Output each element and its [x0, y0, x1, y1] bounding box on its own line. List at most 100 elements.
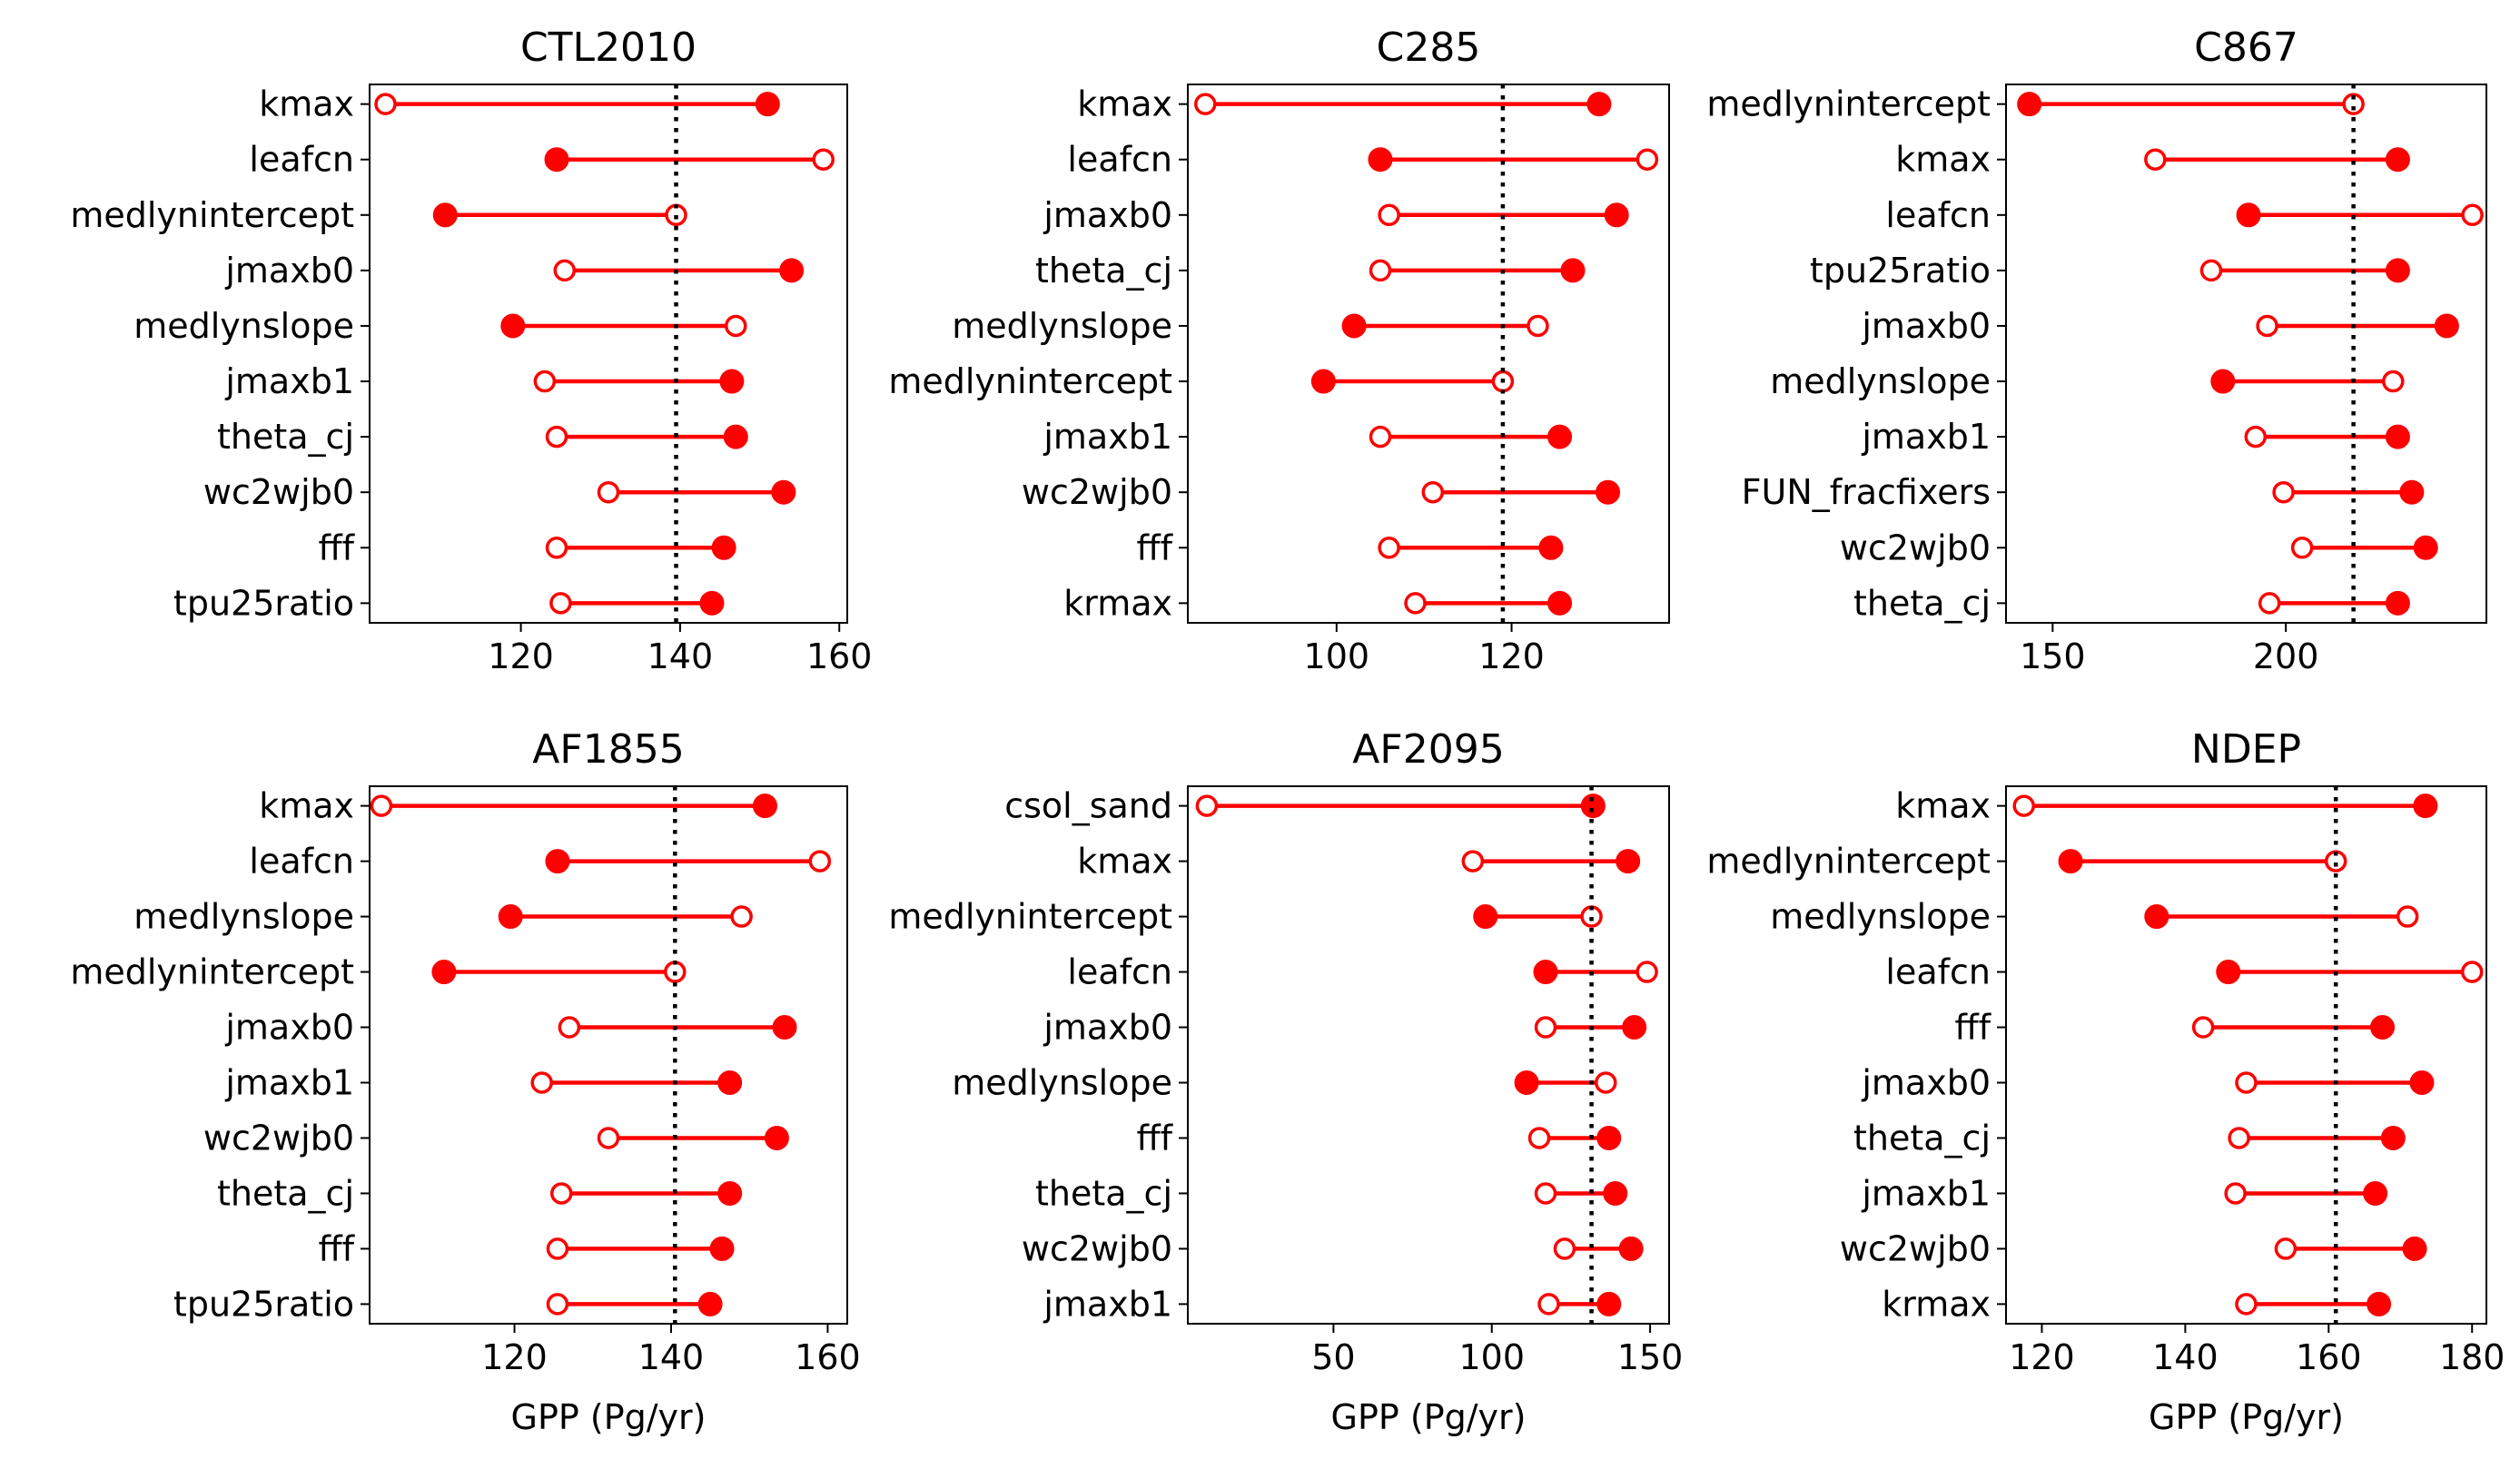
filled-marker [2402, 1236, 2427, 1261]
y-tick-label: wc2wjb0 [1022, 1228, 1172, 1268]
x-tick-label: 150 [2020, 636, 2086, 676]
y-tick-label: fff [1136, 1118, 1173, 1158]
filled-marker [697, 1291, 723, 1316]
x-axis-label: GPP (Pg/yr) [511, 1397, 707, 1437]
y-tick-label: jmaxb1 [1043, 1284, 1172, 1324]
filled-marker [764, 1125, 789, 1150]
y-tick-label: medlynintercept [888, 361, 1172, 401]
filled-marker [2409, 1070, 2435, 1095]
filled-marker [717, 1180, 743, 1206]
filled-marker [2363, 1180, 2388, 1206]
filled-marker [432, 202, 458, 228]
y-tick-label: theta_cj [217, 417, 354, 457]
open-marker [558, 1016, 581, 1039]
filled-marker [2385, 590, 2410, 616]
filled-marker [1616, 849, 1641, 874]
y-tick-label: jmaxb0 [1861, 306, 1991, 346]
y-tick-label: medlynslope [133, 306, 354, 346]
filled-marker [2216, 960, 2241, 985]
open-marker [1369, 425, 1392, 449]
y-tick-label: kmax [1077, 842, 1172, 882]
panel-title: C867 [2194, 25, 2298, 71]
y-tick-label: fff [318, 1228, 355, 1268]
y-tick-label: kmax [259, 84, 354, 124]
x-tick-label: 50 [1311, 1337, 1355, 1377]
filled-marker [2434, 313, 2459, 339]
x-tick-label: 140 [2152, 1337, 2219, 1377]
y-tick-label: tpu25ratio [1810, 251, 1991, 291]
y-tick-label: medlynslope [952, 1062, 1172, 1102]
filled-marker [723, 424, 748, 449]
y-tick-label: leafcn [1067, 140, 1172, 180]
y-tick-label: FUN_fracfixers [1742, 472, 1991, 512]
y-tick-label: leafcn [249, 140, 354, 180]
y-tick-label: krmax [1882, 1284, 1991, 1324]
y-tick-label: theta_cj [1035, 251, 1172, 291]
open-marker [1378, 203, 1400, 227]
y-tick-label: fff [318, 527, 355, 567]
filled-marker [1586, 92, 1612, 117]
filled-marker [2370, 1015, 2396, 1040]
open-marker [2382, 370, 2405, 393]
open-marker [546, 1293, 569, 1316]
y-tick-label: wc2wjb0 [1840, 1228, 1991, 1268]
x-tick-label: 100 [1304, 636, 1370, 676]
x-tick-label: 120 [481, 1337, 548, 1377]
y-tick-label: leafcn [1885, 195, 1991, 235]
x-tick-label: 140 [647, 636, 714, 676]
x-tick-label: 160 [795, 1337, 861, 1377]
open-marker [2396, 905, 2419, 928]
filled-marker [1618, 1236, 1644, 1261]
axes-frame [1187, 785, 1670, 1325]
y-tick-label: wc2wjb0 [1022, 472, 1172, 512]
filled-marker [1603, 1180, 1628, 1206]
panel-title: AF2095 [1352, 726, 1504, 773]
y-tick-label: medlynslope [952, 306, 1172, 346]
open-marker [2228, 1127, 2250, 1149]
y-tick-label: jmaxb0 [1043, 1008, 1172, 1048]
filled-marker [711, 535, 736, 560]
filled-marker [2210, 369, 2236, 394]
open-marker [550, 1182, 573, 1205]
y-tick-label: wc2wjb0 [1840, 527, 1991, 567]
y-tick-label: leafcn [249, 842, 354, 882]
y-tick-label: leafcn [1067, 952, 1172, 992]
x-tick-label: 200 [2253, 636, 2319, 676]
open-marker [1421, 480, 1445, 504]
open-marker [597, 1127, 620, 1149]
y-tick-label: medlynslope [1770, 361, 1991, 401]
y-tick-label: wc2wjb0 [203, 1118, 354, 1158]
open-marker [2199, 259, 2223, 282]
x-tick-label: 160 [806, 636, 873, 676]
open-marker [1636, 148, 1659, 171]
y-tick-label: tpu25ratio [173, 1284, 354, 1324]
filled-marker [1560, 258, 1586, 283]
open-marker [2290, 537, 2314, 559]
filled-marker [2385, 258, 2410, 283]
open-marker [1537, 1293, 1560, 1316]
filled-marker [500, 313, 526, 339]
filled-marker [755, 92, 780, 117]
filled-marker [2367, 1291, 2392, 1316]
open-marker [545, 425, 568, 449]
y-tick-label: jmaxb0 [1043, 195, 1172, 235]
open-marker [1404, 592, 1427, 615]
axes-frame [369, 84, 848, 624]
open-marker [374, 93, 397, 115]
filled-marker [699, 590, 725, 616]
filled-marker [2017, 92, 2042, 117]
filled-marker [498, 904, 523, 930]
filled-marker [1341, 313, 1367, 339]
y-tick-label: csol_sand [1004, 786, 1172, 826]
filled-marker [1622, 1015, 1647, 1040]
y-tick-label: fff [1136, 527, 1173, 567]
y-tick-label: jmaxb1 [1043, 417, 1172, 457]
filled-marker [545, 849, 570, 874]
y-tick-label: medlynslope [1770, 897, 1991, 937]
open-marker [2012, 794, 2035, 817]
y-tick-label: jmaxb1 [1861, 417, 1991, 457]
open-marker [2235, 1293, 2258, 1316]
filled-marker [1310, 369, 1336, 394]
filled-marker [1596, 479, 1621, 505]
